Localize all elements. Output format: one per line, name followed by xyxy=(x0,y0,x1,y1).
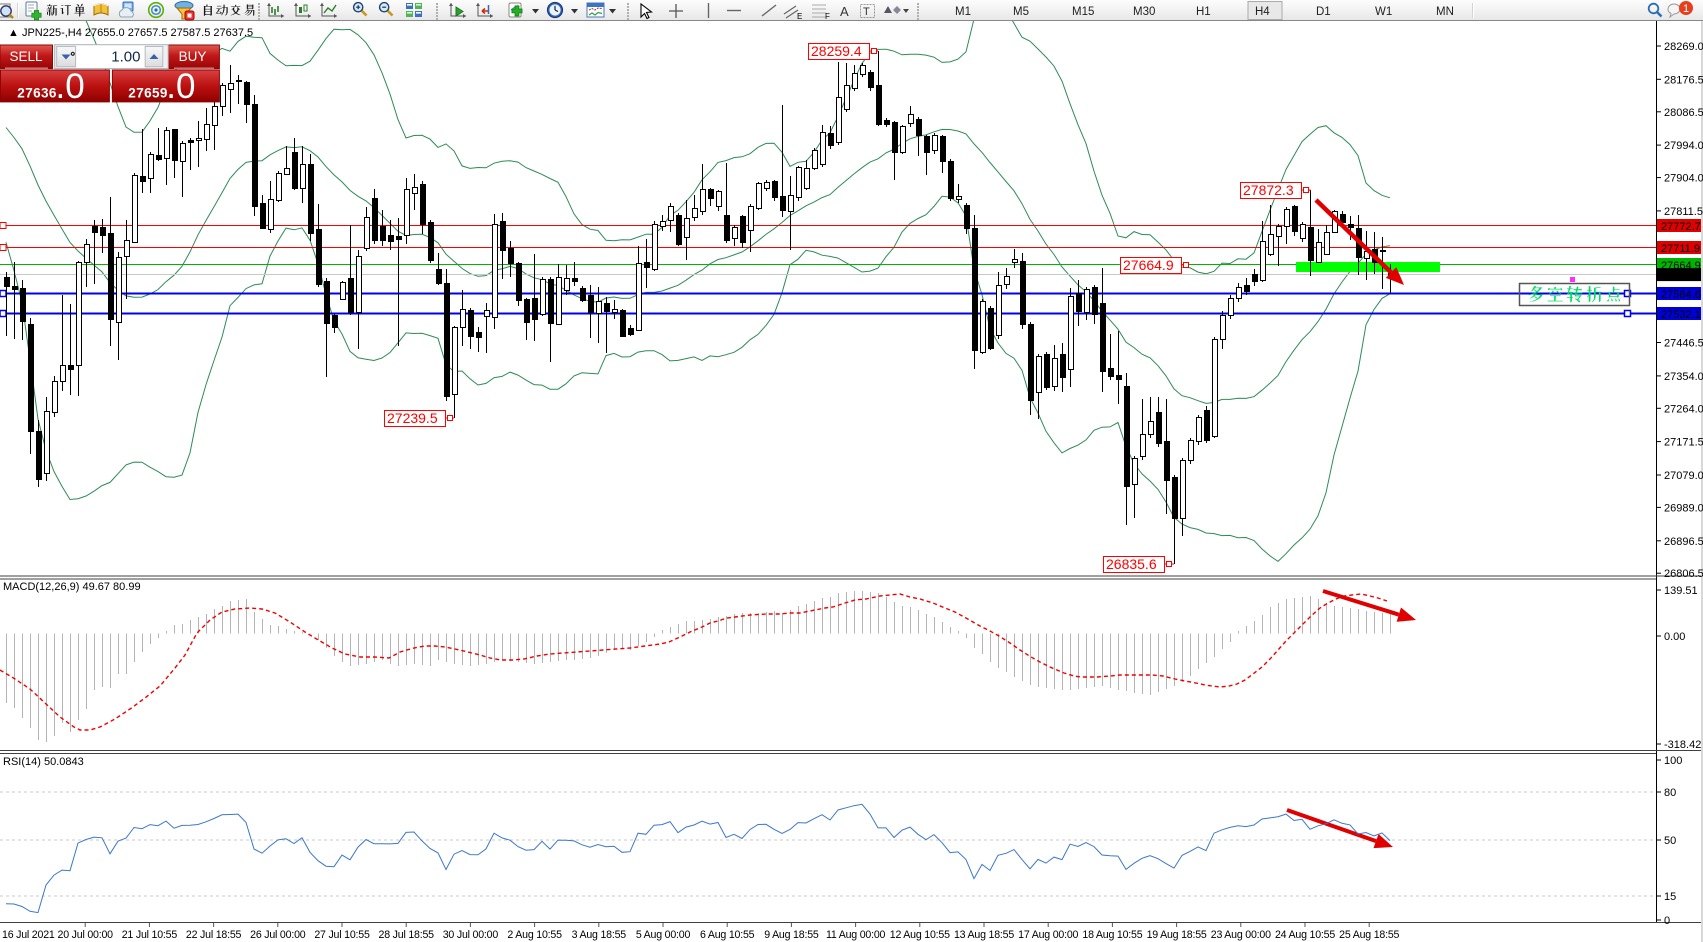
svg-text:RSI(14) 50.0843: RSI(14) 50.0843 xyxy=(3,756,84,768)
svg-text:E: E xyxy=(797,12,802,21)
svg-text:0: 0 xyxy=(1664,915,1670,927)
svg-text:139.51: 139.51 xyxy=(1664,585,1698,597)
svg-text:28269.0: 28269.0 xyxy=(1664,41,1703,53)
svg-text:SELL: SELL xyxy=(9,49,43,64)
svg-text:100: 100 xyxy=(1664,755,1682,767)
svg-text:80: 80 xyxy=(1664,787,1676,799)
svg-text:27264.0: 27264.0 xyxy=(1664,403,1703,415)
svg-text:T: T xyxy=(863,6,870,18)
svg-text:9 Aug 18:55: 9 Aug 18:55 xyxy=(764,929,819,941)
svg-text:6 Aug 10:55: 6 Aug 10:55 xyxy=(700,929,755,941)
svg-text:27994.0: 27994.0 xyxy=(1664,140,1703,152)
svg-text:1.00: 1.00 xyxy=(111,49,140,66)
svg-text:26 Jul 00:00: 26 Jul 00:00 xyxy=(250,929,306,941)
svg-text:27904.0: 27904.0 xyxy=(1664,173,1703,185)
svg-text:19 Aug 18:55: 19 Aug 18:55 xyxy=(1147,929,1207,941)
svg-text:.0: .0 xyxy=(166,67,195,106)
svg-text:27 Jul 10:55: 27 Jul 10:55 xyxy=(314,929,370,941)
svg-text:27636: 27636 xyxy=(17,85,57,100)
svg-text:5 Aug 00:00: 5 Aug 00:00 xyxy=(636,929,691,941)
svg-text:27239.5: 27239.5 xyxy=(387,410,438,426)
svg-text:26835.6: 26835.6 xyxy=(1106,556,1157,572)
svg-text:A: A xyxy=(840,4,849,19)
svg-text:24 Aug 10:55: 24 Aug 10:55 xyxy=(1275,929,1335,941)
svg-text:1: 1 xyxy=(1683,3,1689,15)
svg-text:M1: M1 xyxy=(955,6,971,18)
svg-text:30 Jul 00:00: 30 Jul 00:00 xyxy=(443,929,499,941)
svg-text:26896.5: 26896.5 xyxy=(1664,536,1703,548)
svg-text:F: F xyxy=(825,12,830,21)
svg-text:27711.9: 27711.9 xyxy=(1661,243,1700,255)
svg-text:BUY: BUY xyxy=(179,49,207,64)
svg-text:21 Jul 10:55: 21 Jul 10:55 xyxy=(122,929,178,941)
svg-text:27446.5: 27446.5 xyxy=(1664,338,1703,350)
svg-text:27772.7: 27772.7 xyxy=(1661,221,1701,233)
svg-text:0.00: 0.00 xyxy=(1664,631,1685,643)
svg-text:M5: M5 xyxy=(1013,6,1029,18)
svg-text:27532.1: 27532.1 xyxy=(1661,309,1701,321)
svg-text:▲ JPN225-,H4 27655.0 27657.5: ▲ JPN225-,H4 27655.0 27657.5 27587.5 276… xyxy=(8,27,253,39)
svg-text:17 Aug 00:00: 17 Aug 00:00 xyxy=(1018,929,1078,941)
svg-text:MN: MN xyxy=(1436,6,1454,18)
svg-text:27637.5: 27637.5 xyxy=(1661,270,1701,282)
svg-text:22 Jul 18:55: 22 Jul 18:55 xyxy=(186,929,242,941)
svg-text:28259.4: 28259.4 xyxy=(811,43,862,59)
svg-text:27659: 27659 xyxy=(128,85,168,100)
svg-text:18 Aug 10:55: 18 Aug 10:55 xyxy=(1082,929,1142,941)
svg-text:H1: H1 xyxy=(1196,6,1211,18)
svg-text:25 Aug 18:55: 25 Aug 18:55 xyxy=(1339,929,1399,941)
svg-text:W1: W1 xyxy=(1375,6,1392,18)
svg-text:26806.5: 26806.5 xyxy=(1664,568,1703,580)
svg-text:28176.5: 28176.5 xyxy=(1664,74,1703,86)
svg-text:15: 15 xyxy=(1664,891,1676,903)
svg-text:50: 50 xyxy=(1664,835,1676,847)
svg-text:12 Aug 10:55: 12 Aug 10:55 xyxy=(890,929,950,941)
svg-text:-318.42: -318.42 xyxy=(1664,739,1701,751)
svg-text:.0: .0 xyxy=(56,67,85,106)
svg-text:2 Aug 10:55: 2 Aug 10:55 xyxy=(507,929,562,941)
svg-text:27664.9: 27664.9 xyxy=(1123,257,1174,273)
svg-text:27354.0: 27354.0 xyxy=(1664,371,1703,383)
svg-text:27872.3: 27872.3 xyxy=(1243,182,1294,198)
svg-text:3 Aug 18:55: 3 Aug 18:55 xyxy=(572,929,627,941)
svg-text:H4: H4 xyxy=(1255,6,1270,18)
svg-text:23 Aug 00:00: 23 Aug 00:00 xyxy=(1211,929,1271,941)
svg-text:16 Jul 2021: 16 Jul 2021 xyxy=(2,929,55,941)
svg-text:27584.6: 27584.6 xyxy=(1661,289,1701,301)
svg-text:27079.0: 27079.0 xyxy=(1664,470,1703,482)
svg-text:MACD(12,26,9) 49.67 80.99: MACD(12,26,9) 49.67 80.99 xyxy=(3,581,141,593)
svg-text:M30: M30 xyxy=(1133,6,1155,18)
svg-text:11 Aug 00:00: 11 Aug 00:00 xyxy=(826,929,886,941)
svg-text:13 Aug 18:55: 13 Aug 18:55 xyxy=(954,929,1014,941)
svg-text:M15: M15 xyxy=(1072,6,1094,18)
svg-text:28086.5: 28086.5 xyxy=(1664,107,1703,119)
svg-text:26989.0: 26989.0 xyxy=(1664,502,1703,514)
svg-text:28 Jul 18:55: 28 Jul 18:55 xyxy=(379,929,435,941)
svg-text:D1: D1 xyxy=(1316,6,1331,18)
svg-text:27171.5: 27171.5 xyxy=(1664,437,1703,449)
svg-text:27811.5: 27811.5 xyxy=(1664,206,1703,218)
svg-text:20 Jul 00:00: 20 Jul 00:00 xyxy=(58,929,114,941)
